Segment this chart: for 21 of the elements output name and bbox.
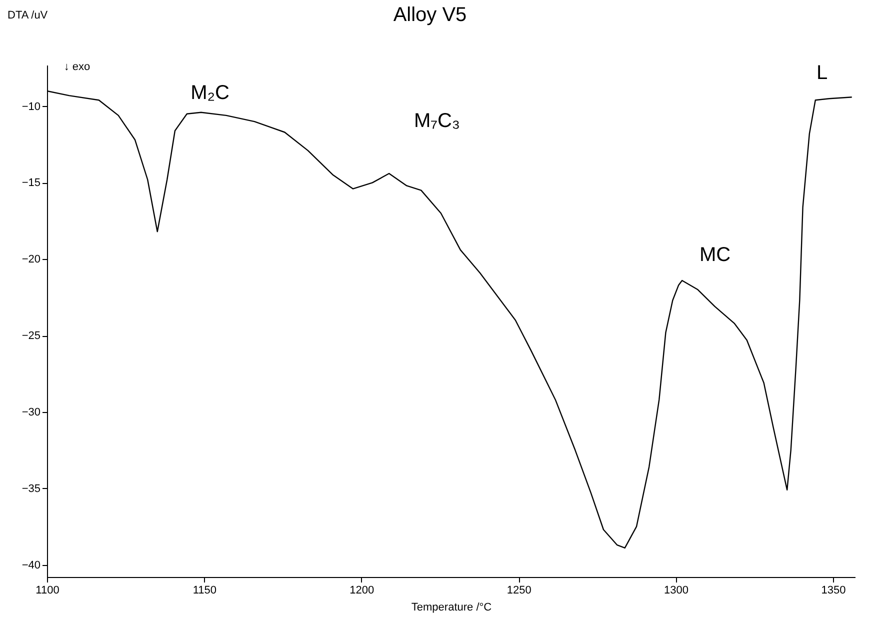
x-tick-label: 1200 [350,584,374,596]
y-tick-label: −30 [22,406,40,418]
x-tick-label: 1300 [664,584,689,596]
x-axis-title: Temperature /°C [411,602,492,614]
annotation: L [816,62,828,84]
x-tick-label: 1350 [821,584,846,596]
y-tick-label: −40 [22,559,40,572]
annotation: M₇C₃ [414,110,460,132]
x-tick-label: 1150 [192,584,217,596]
x-tick-label: 1250 [506,584,532,596]
annotation: M₂C [190,82,230,104]
chart-title: Alloy V5 [393,4,467,26]
y-tick-label: −25 [22,330,40,342]
annotation: ↓ exo [64,61,90,73]
y-tick-label: −35 [22,482,40,495]
y-tick-label: −20 [22,254,40,266]
x-tick-label: 1100 [36,584,60,596]
y-tick-label: −15 [22,177,40,190]
annotation: MC [699,244,731,266]
y-axis-title: DTA /uV [8,10,48,22]
y-tick-label: −10 [22,100,40,113]
